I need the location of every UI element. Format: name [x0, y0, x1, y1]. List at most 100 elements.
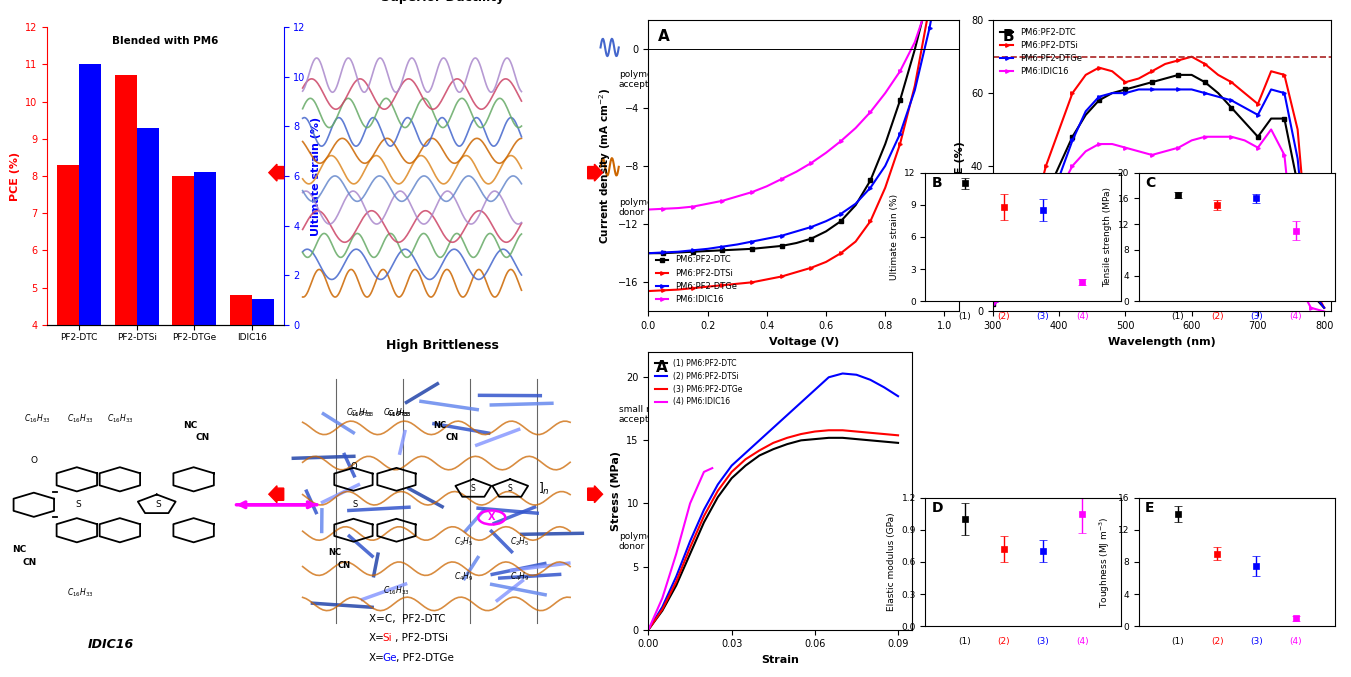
Text: $C_4H_9$: $C_4H_9$ — [509, 571, 530, 583]
PM6:PF2-DTGe — [862, 183, 878, 192]
PM6:IDIC16 — [1197, 133, 1213, 141]
(2) PM6:PF2-DTSi — [875, 383, 892, 391]
PM6:PF2-DTGe — [802, 223, 819, 231]
PM6:PF2-DTC — [802, 234, 819, 242]
Text: (4): (4) — [1075, 311, 1089, 320]
Line: PM6:PF2-DTSi: PM6:PF2-DTSi — [992, 55, 1325, 309]
(3) PM6:PF2-DTGe — [780, 434, 796, 442]
PM6:PF2-DTGe — [759, 234, 775, 242]
PM6:PF2-DTSi — [655, 286, 671, 294]
PM6:PF2-DTSi — [1065, 89, 1081, 97]
PM6:PF2-DTSi — [1197, 60, 1213, 68]
PM6:PF2-DTSi — [640, 287, 657, 295]
PM6:PF2-DTSi — [802, 263, 819, 271]
Text: (3): (3) — [1036, 636, 1050, 645]
PM6:PF2-DTGe — [1277, 89, 1293, 97]
PM6:IDIC16 — [655, 204, 671, 213]
Y-axis label: EQE (%): EQE (%) — [955, 141, 966, 191]
PM6:IDIC16 — [1263, 125, 1279, 133]
PM6:PF2-DTGe — [1223, 96, 1239, 104]
(3) PM6:PF2-DTGe — [820, 427, 836, 435]
PM6:PF2-DTSi — [1302, 278, 1319, 286]
PM6:PF2-DTC — [1302, 289, 1319, 297]
Bar — [173, 176, 195, 474]
Text: B: B — [931, 177, 942, 190]
(2) PM6:PF2-DTSi — [780, 411, 796, 419]
PM6:PF2-DTC — [907, 45, 923, 53]
Text: NC: NC — [184, 420, 197, 430]
(1) PM6:PF2-DTC — [780, 440, 796, 448]
PM6:PF2-DTC — [1156, 74, 1173, 83]
PM6:PF2-DTGe — [1131, 85, 1147, 93]
(3) PM6:PF2-DTGe — [751, 446, 767, 454]
PM6:PF2-DTGe — [1250, 111, 1266, 119]
(1) PM6:PF2-DTC — [890, 439, 907, 447]
Text: (3): (3) — [1250, 311, 1263, 320]
PM6:PF2-DTGe — [1183, 85, 1200, 93]
(2) PM6:PF2-DTSi — [862, 376, 878, 384]
(2) PM6:PF2-DTSi — [738, 449, 754, 457]
PM6:PF2-DTSi — [1131, 74, 1147, 83]
PM6:IDIC16 — [744, 188, 761, 196]
Text: (2): (2) — [1210, 636, 1224, 645]
Text: X: X — [488, 512, 496, 523]
PM6:PF2-DTGe — [715, 242, 731, 250]
PM6:PF2-DTSi — [847, 238, 863, 246]
Text: $C_{16}H_{33}$: $C_{16}H_{33}$ — [350, 409, 374, 419]
(3) PM6:PF2-DTGe — [848, 427, 865, 435]
PM6:PF2-DTGe — [1090, 93, 1106, 101]
Text: $C_{16}H_{33}$: $C_{16}H_{33}$ — [388, 409, 412, 419]
PM6:PF2-DTGe — [626, 249, 642, 257]
Line: PM6:PF2-DTC: PM6:PF2-DTC — [632, 0, 952, 255]
Bar — [57, 165, 78, 474]
PM6:PF2-DTC — [655, 249, 671, 257]
(1) PM6:PF2-DTC — [835, 434, 851, 442]
PM6:IDIC16 — [802, 159, 819, 167]
(2) PM6:PF2-DTSi — [696, 506, 712, 514]
PM6:IDIC16 — [877, 89, 893, 97]
(1) PM6:PF2-DTC — [682, 550, 698, 558]
Text: $C_{16}H_{33}$: $C_{16}H_{33}$ — [346, 407, 373, 419]
PM6:PF2-DTC — [1263, 114, 1279, 123]
(1) PM6:PF2-DTC — [862, 436, 878, 444]
(4) PM6:IDIC16 — [682, 500, 698, 508]
PM6:IDIC16 — [670, 204, 686, 212]
(3) PM6:PF2-DTGe — [640, 626, 657, 634]
(2) PM6:PF2-DTSi — [848, 371, 865, 379]
(1) PM6:PF2-DTC — [738, 462, 754, 470]
Line: (3) PM6:PF2-DTGe: (3) PM6:PF2-DTGe — [648, 431, 898, 630]
PM6:PF2-DTC — [730, 246, 746, 254]
Line: PM6:IDIC16: PM6:IDIC16 — [632, 0, 952, 211]
PM6:PF2-DTSi — [685, 284, 701, 292]
(3) PM6:PF2-DTGe — [654, 605, 670, 613]
PM6:PF2-DTSi — [1170, 56, 1186, 64]
Text: (1): (1) — [958, 636, 971, 645]
PM6:PF2-DTSi — [1236, 89, 1252, 97]
PM6:PF2-DTGe — [1078, 107, 1094, 115]
X-axis label: Voltage (V): Voltage (V) — [769, 336, 839, 347]
Text: A: A — [658, 29, 670, 44]
PM6:IDIC16 — [1078, 148, 1094, 156]
PM6:IDIC16 — [640, 206, 657, 214]
Text: (2): (2) — [1210, 311, 1224, 320]
(1) PM6:PF2-DTC — [669, 582, 685, 590]
PM6:PF2-DTC — [1277, 114, 1293, 123]
PM6:IDIC16 — [1117, 144, 1133, 152]
(3) PM6:PF2-DTGe — [669, 577, 685, 586]
Text: A: A — [657, 360, 669, 375]
(2) PM6:PF2-DTSi — [640, 626, 657, 634]
PM6:IDIC16 — [847, 124, 863, 132]
PM6:PF2-DTGe — [832, 210, 848, 218]
PM6:PF2-DTC — [1250, 133, 1266, 141]
PM6:PF2-DTC — [998, 289, 1015, 297]
PM6:PF2-DTC — [670, 248, 686, 257]
Text: D: D — [931, 502, 943, 515]
PM6:IDIC16 — [1236, 136, 1252, 144]
PM6:PF2-DTSi — [862, 217, 878, 225]
Text: C: C — [1144, 177, 1155, 190]
Text: NC: NC — [12, 545, 27, 554]
PM6:PF2-DTC — [640, 249, 657, 257]
PM6:IDIC16 — [1170, 144, 1186, 152]
PM6:PF2-DTSi — [1277, 71, 1293, 79]
PM6:IDIC16 — [892, 67, 908, 75]
